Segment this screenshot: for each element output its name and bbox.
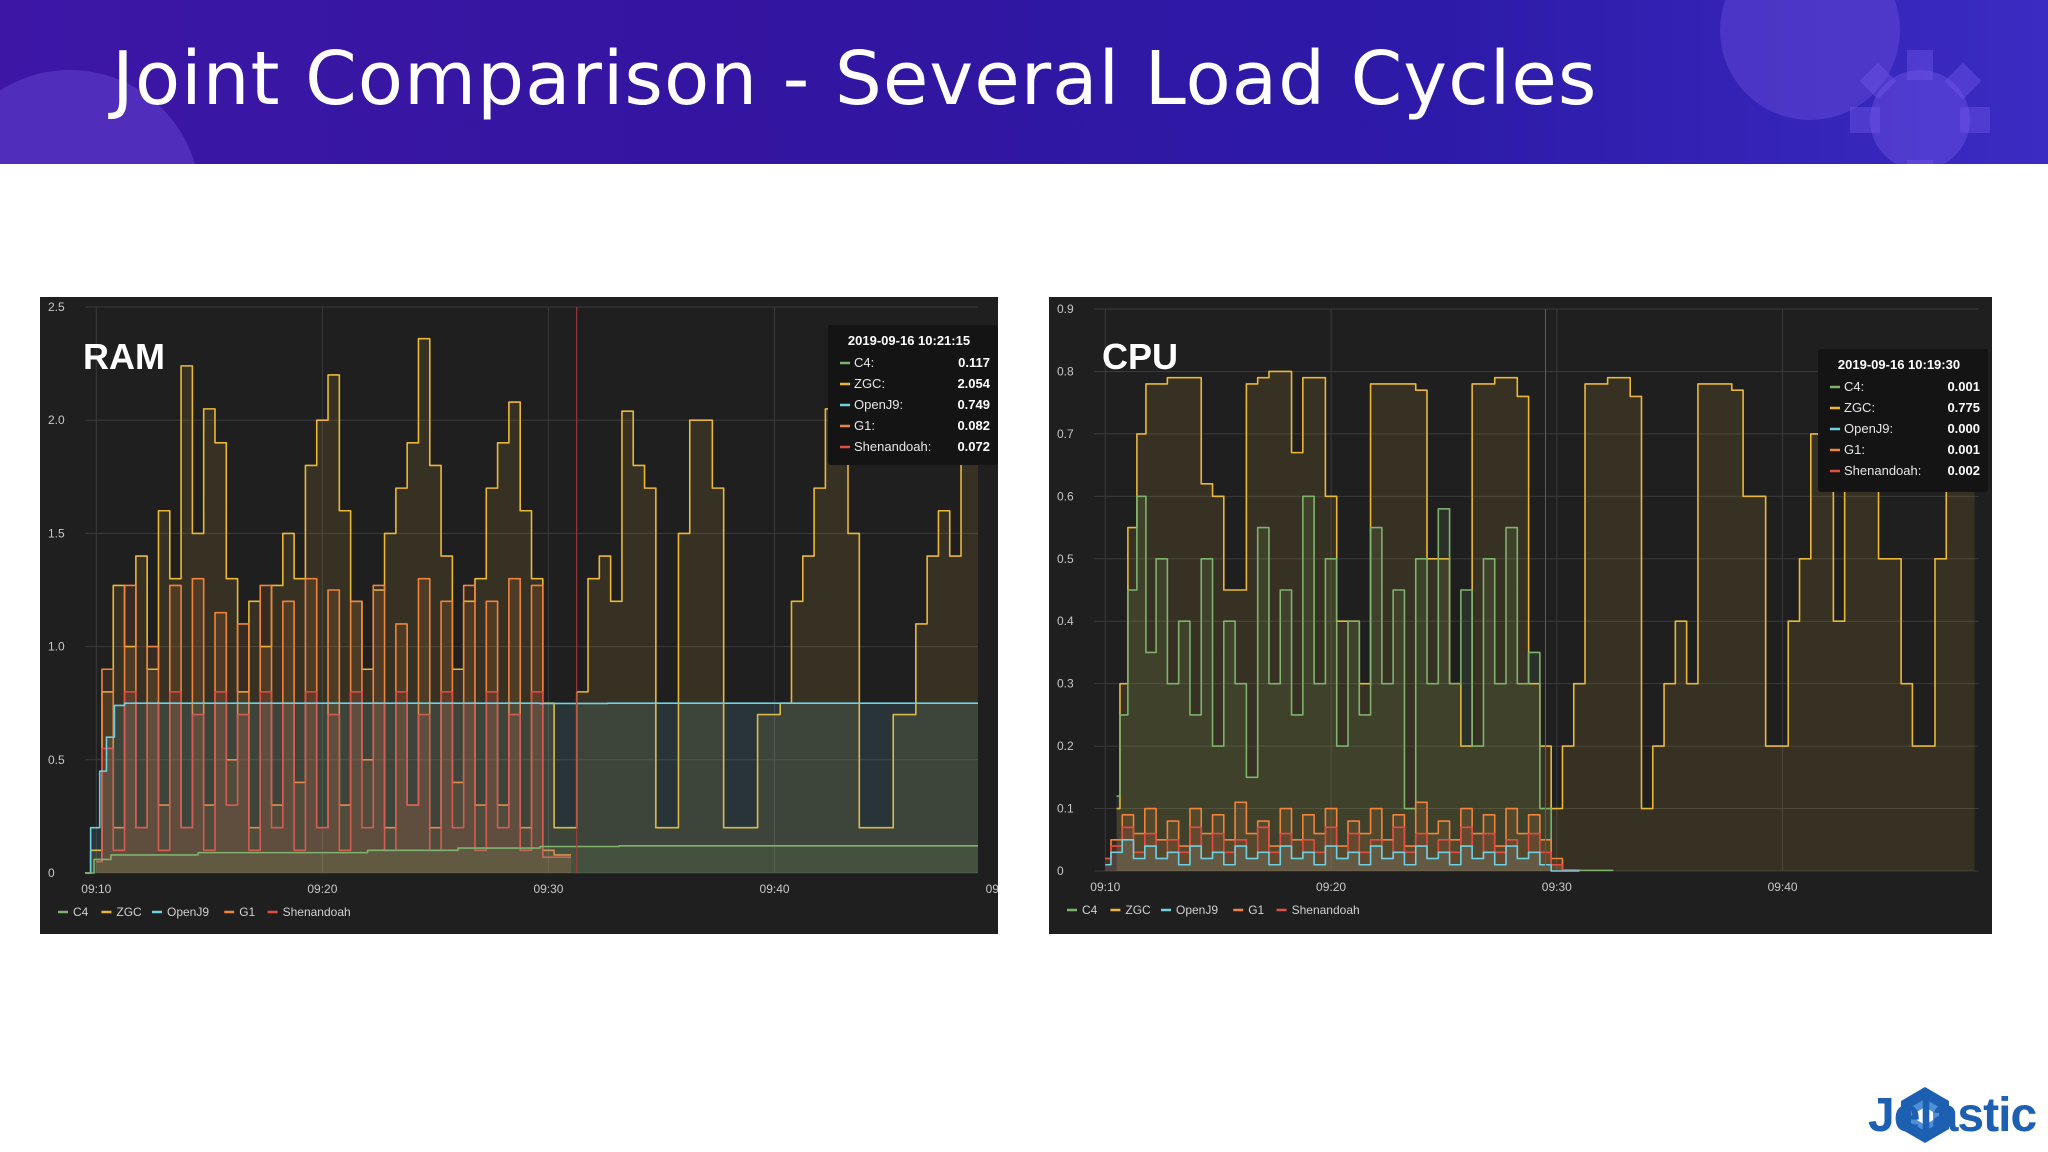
series-area-c4 bbox=[85, 845, 978, 873]
series-line-openj9 bbox=[1105, 838, 1580, 872]
hover-tooltip: 2019-09-16 10:21:15 C4: 0.117 ZGC: 2.054 Open… bbox=[828, 325, 998, 465]
tooltip-series-value: 0.002 bbox=[1947, 463, 1980, 478]
legend-item: OpenJ9 bbox=[167, 905, 209, 919]
y-tick-label: 0.7 bbox=[1057, 427, 1074, 441]
ram-chart-panel: 0 0.5 1.0 1.5 2.0 2.5 09:10 09:20 09:30 09:40 09:5… bbox=[40, 297, 998, 934]
legend-item: G1 bbox=[239, 905, 255, 919]
series-line-zgc bbox=[85, 337, 978, 874]
series-line-g1 bbox=[96, 577, 572, 863]
legend-item: C4 bbox=[73, 905, 89, 919]
x-tick-label: 09:10 bbox=[81, 882, 111, 896]
chart-title: CPU bbox=[1102, 336, 1178, 377]
y-tick-label: 0.2 bbox=[1057, 739, 1074, 753]
x-tick-label: 09:20 bbox=[1316, 880, 1346, 894]
tooltip-series-name: C4: bbox=[854, 355, 874, 370]
y-tick-label: 0.8 bbox=[1057, 364, 1074, 378]
tooltip-series-name: OpenJ9: bbox=[1844, 421, 1893, 436]
x-tick-label: 09:30 bbox=[1542, 880, 1572, 894]
x-tick-label: 09:30 bbox=[533, 882, 563, 896]
tooltip-time: 2019-09-16 10:19:30 bbox=[1838, 357, 1960, 372]
tooltip-background bbox=[1818, 349, 1988, 492]
tooltip-series-value: 0.000 bbox=[1947, 421, 1980, 436]
tooltip-series-name: G1: bbox=[1844, 442, 1865, 457]
y-tick-label: 0.1 bbox=[1057, 802, 1074, 816]
chart-series bbox=[1105, 370, 1975, 872]
page-title: Joint Comparison - Several Load Cycles bbox=[112, 36, 1598, 122]
tooltip-series-value: 0.072 bbox=[957, 439, 990, 454]
y-tick-label: 0 bbox=[48, 866, 55, 880]
chart-title: RAM bbox=[83, 336, 165, 377]
legend-item: C4 bbox=[1082, 903, 1098, 917]
y-tick-label: 0.9 bbox=[1057, 302, 1074, 316]
y-tick-label: 1.0 bbox=[48, 640, 65, 654]
gear-icon bbox=[1850, 50, 1990, 164]
series-area-openj9 bbox=[85, 703, 978, 873]
ram-chart: 0 0.5 1.0 1.5 2.0 2.5 09:10 09:20 09:30 09:40 09:5… bbox=[48, 300, 998, 919]
tooltip-background bbox=[828, 325, 998, 465]
y-tick-label: 0 bbox=[1057, 864, 1064, 878]
tooltip-series-name: G1: bbox=[854, 418, 875, 433]
tooltip-series-value: 0.775 bbox=[1947, 400, 1980, 415]
series-area-c4 bbox=[1116, 496, 1614, 871]
tooltip-series-name: ZGC: bbox=[854, 376, 885, 391]
tooltip-series-value: 0.001 bbox=[1947, 442, 1980, 457]
slide-header: Joint Comparison - Several Load Cycles bbox=[0, 0, 2048, 164]
series-line-shenandoah bbox=[96, 691, 572, 863]
y-tick-label: 0.6 bbox=[1057, 489, 1074, 503]
x-tick-label: 09:40 bbox=[760, 882, 790, 896]
y-tick-label: 0.4 bbox=[1057, 614, 1074, 628]
tooltip-time: 2019-09-16 10:21:15 bbox=[848, 333, 970, 348]
tooltip-series-name: Shenandoah: bbox=[1844, 463, 1921, 478]
cpu-chart-panel: 0 0.1 0.2 0.3 0.4 0.5 0.6 0.7 0.8 0.9 09:10 09:20 09… bbox=[1049, 297, 1992, 934]
x-tick-label: 09:10 bbox=[1090, 880, 1120, 894]
y-tick-label: 0.3 bbox=[1057, 677, 1074, 691]
chart-series bbox=[85, 337, 978, 874]
y-tick-label: 0.5 bbox=[1057, 552, 1074, 566]
cpu-chart: 0 0.1 0.2 0.3 0.4 0.5 0.6 0.7 0.8 0.9 09:10 09:20 09… bbox=[1057, 302, 1988, 917]
series-line-c4 bbox=[1116, 495, 1614, 872]
legend-item: OpenJ9 bbox=[1176, 903, 1218, 917]
tooltip-series-value: 2.054 bbox=[957, 376, 990, 391]
series-line-openj9 bbox=[85, 702, 978, 874]
legend-item: Shenandoah bbox=[1292, 903, 1360, 917]
legend-item: Shenandoah bbox=[283, 905, 351, 919]
tooltip-series-value: 0.001 bbox=[1947, 379, 1980, 394]
tooltip-series-value: 0.117 bbox=[958, 355, 990, 370]
series-line-g1 bbox=[1105, 801, 1580, 872]
tooltip-series-name: ZGC: bbox=[1844, 400, 1875, 415]
brand-name: Jelastic bbox=[1868, 1089, 2037, 1142]
chart-legend: C4 ZGC OpenJ9 G1 Shenandoah bbox=[1067, 903, 1360, 917]
tooltip-series-name: C4: bbox=[1844, 379, 1864, 394]
y-tick-label: 1.5 bbox=[48, 526, 65, 540]
x-tick-label: 09:40 bbox=[1768, 880, 1798, 894]
tooltip-series-name: OpenJ9: bbox=[854, 397, 903, 412]
tooltip-series-name: Shenandoah: bbox=[854, 439, 931, 454]
legend-item: ZGC bbox=[1125, 903, 1151, 917]
hover-tooltip: 2019-09-16 10:19:30 C4: 0.001 ZGC: 0.775 Open… bbox=[1818, 349, 1988, 492]
tooltip-series-value: 0.749 bbox=[957, 397, 990, 412]
series-line-c4 bbox=[85, 845, 978, 874]
legend-item: G1 bbox=[1248, 903, 1264, 917]
chart-legend: C4 ZGC OpenJ9 G1 Shenandoah bbox=[58, 905, 351, 919]
y-tick-label: 2.0 bbox=[48, 413, 65, 427]
y-tick-label: 2.5 bbox=[48, 300, 65, 314]
y-tick-label: 0.5 bbox=[48, 753, 65, 767]
legend-item: ZGC bbox=[116, 905, 142, 919]
x-tick-label: 09:50 bbox=[986, 882, 998, 896]
x-tick-label: 09:20 bbox=[307, 882, 337, 896]
tooltip-series-value: 0.082 bbox=[957, 418, 990, 433]
jelastic-logo-icon bbox=[1901, 1087, 1949, 1143]
